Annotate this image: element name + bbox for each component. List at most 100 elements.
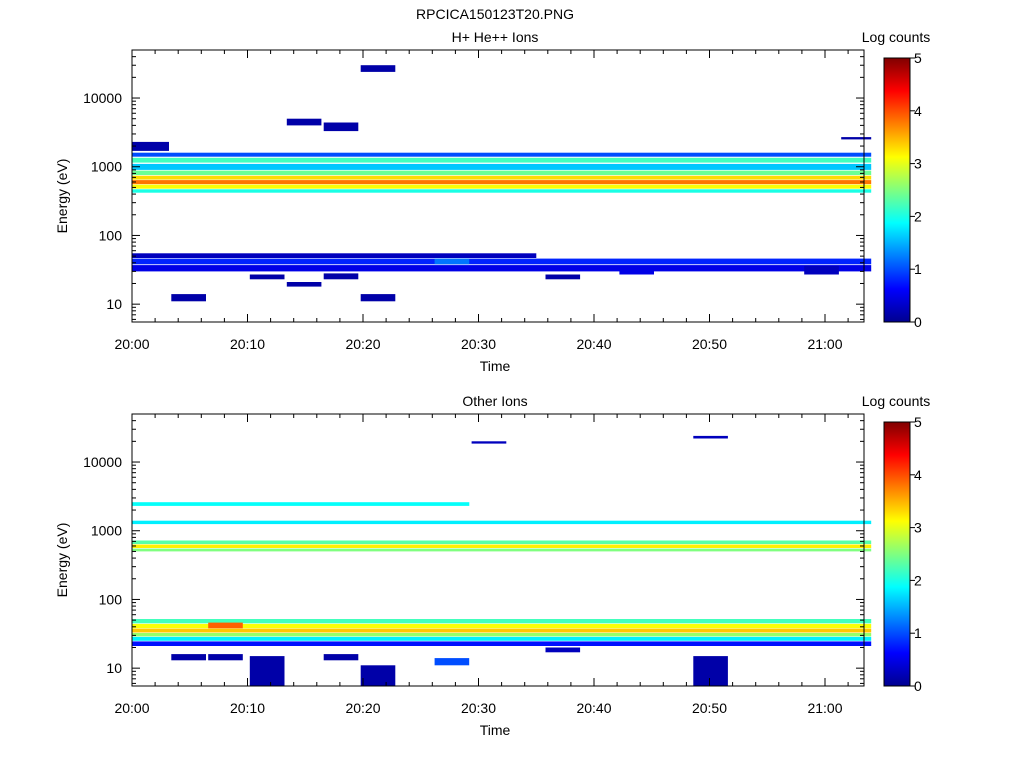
heatmap-cell xyxy=(132,163,872,170)
heatmap-cell xyxy=(286,118,322,126)
panel-other-ions: Other Ions 20:00 20:10 20:20 20:30 20:40 20:5… xyxy=(54,393,930,738)
x-tick-label: 20:40 xyxy=(576,700,611,716)
heatmap-cell xyxy=(171,294,206,302)
heatmap-cell xyxy=(545,647,581,653)
heatmap-cell xyxy=(360,65,396,72)
heatmap-cell xyxy=(208,654,243,661)
x-tick-label: 20:50 xyxy=(692,700,727,716)
plot-axes: 20:00 20:10 20:20 20:30 20:40 20:50 21:00 10 100… xyxy=(83,413,865,716)
heatmap-cell xyxy=(132,548,872,552)
x-tick-label: 20:00 xyxy=(114,336,149,352)
heatmap-cell xyxy=(132,628,872,633)
x-tick-label: 20:00 xyxy=(114,700,149,716)
y-axis-label: Energy (eV) xyxy=(54,523,70,598)
y-tick-label: 1000 xyxy=(91,523,122,539)
heatmap-cell xyxy=(286,282,322,287)
x-axis-label: Time xyxy=(480,358,511,374)
heatmap-cell xyxy=(132,184,872,189)
y-tick-label: 10 xyxy=(106,660,122,676)
heatmap-cell xyxy=(693,435,728,439)
heatmap-cell xyxy=(249,274,285,280)
x-axis-label: Time xyxy=(480,722,511,738)
y-tick-label: 100 xyxy=(99,227,123,243)
panel-h-he-ions: H+ He++ Ions 20:00 20:10 20:20 20:30 20:40 20… xyxy=(54,29,930,374)
plot-frame xyxy=(131,413,865,687)
y-tick-label: 10000 xyxy=(83,454,122,470)
plot-axes: 20:00 20:10 20:20 20:30 20:40 20:50 21:00 10 100… xyxy=(83,49,865,352)
y-axis-label: Energy (eV) xyxy=(54,159,70,234)
heatmap-cell xyxy=(249,656,285,686)
heatmap-cell xyxy=(132,152,872,157)
figure-file-title: RPCICA150123T20.PNG xyxy=(416,6,574,22)
heatmap-cell xyxy=(132,253,537,258)
x-tick-label: 20:20 xyxy=(345,336,380,352)
heatmap-cell xyxy=(693,656,728,686)
colorbar-tick-label: 0 xyxy=(914,314,922,330)
panel-title: H+ He++ Ions xyxy=(452,29,539,45)
y-tick-label: 10000 xyxy=(83,90,122,106)
heatmap-cell xyxy=(132,180,872,185)
heatmap-cell xyxy=(132,502,470,506)
heatmap-cell xyxy=(208,622,243,629)
plot-frame xyxy=(131,49,865,323)
heatmap-cell xyxy=(323,122,359,132)
panel-title: Other Ions xyxy=(462,393,527,409)
y-tick-label: 10 xyxy=(106,296,122,312)
heatmap-cell xyxy=(323,273,359,280)
colorbar-tick-label: 4 xyxy=(914,103,922,119)
heatmap-cell xyxy=(132,540,872,544)
heatmap-cell xyxy=(171,654,206,661)
y-tick-label: 1000 xyxy=(91,159,122,175)
heatmap-cell xyxy=(841,137,872,140)
heatmap-cell xyxy=(132,265,872,272)
heatmap-cell xyxy=(132,189,872,193)
heatmap-cells xyxy=(132,435,872,686)
x-tick-label: 21:00 xyxy=(807,700,842,716)
heatmap-cell xyxy=(132,544,872,548)
colorbar-tick-label: 2 xyxy=(914,208,922,224)
heatmap-cell xyxy=(132,520,872,525)
colorbar-label: Log counts xyxy=(862,29,931,45)
heatmap-cell xyxy=(434,258,470,265)
colorbar-tick-label: 3 xyxy=(914,156,922,172)
colorbar-ticks: 0 1 2 3 4 5 xyxy=(910,414,922,694)
colorbar-tick-label: 5 xyxy=(914,414,922,430)
colorbar xyxy=(883,57,911,323)
heatmap-cell xyxy=(132,170,872,175)
x-tick-label: 20:50 xyxy=(692,336,727,352)
x-tick-label: 20:10 xyxy=(230,336,265,352)
colorbar-tick-label: 1 xyxy=(914,261,922,277)
y-tick-label: 100 xyxy=(99,591,123,607)
heatmap-cell xyxy=(619,265,654,275)
colorbar-tick-label: 5 xyxy=(914,50,922,66)
heatmap-cell xyxy=(471,441,507,444)
heatmap-cell xyxy=(132,157,872,163)
heatmap-cell xyxy=(545,274,581,280)
colorbar-tick-label: 2 xyxy=(914,572,922,588)
colorbar-ticks: 0 1 2 3 4 5 xyxy=(910,50,922,330)
colorbar-label: Log counts xyxy=(862,393,931,409)
heatmap-cell xyxy=(132,175,872,180)
x-tick-label: 20:30 xyxy=(461,700,496,716)
heatmap-cell xyxy=(323,654,359,661)
colorbar-tick-label: 3 xyxy=(914,520,922,536)
heatmap-cell xyxy=(132,633,872,637)
heatmap-cell xyxy=(360,665,396,686)
heatmap-cell xyxy=(132,623,872,629)
heatmap-cell xyxy=(132,258,872,265)
heatmap-cell xyxy=(132,619,872,624)
x-tick-label: 20:20 xyxy=(345,700,380,716)
colorbar-tick-label: 1 xyxy=(914,625,922,641)
heatmap-cell xyxy=(434,658,470,666)
x-tick-label: 21:00 xyxy=(807,336,842,352)
heatmap-cells xyxy=(132,65,872,302)
x-tick-label: 20:10 xyxy=(230,700,265,716)
colorbar-tick-label: 0 xyxy=(914,678,922,694)
heatmap-cell xyxy=(132,641,872,646)
x-tick-label: 20:40 xyxy=(576,336,611,352)
colorbar xyxy=(883,421,911,687)
heatmap-cell xyxy=(360,294,396,302)
heatmap-cell xyxy=(132,141,169,151)
colorbar-tick-label: 4 xyxy=(914,467,922,483)
